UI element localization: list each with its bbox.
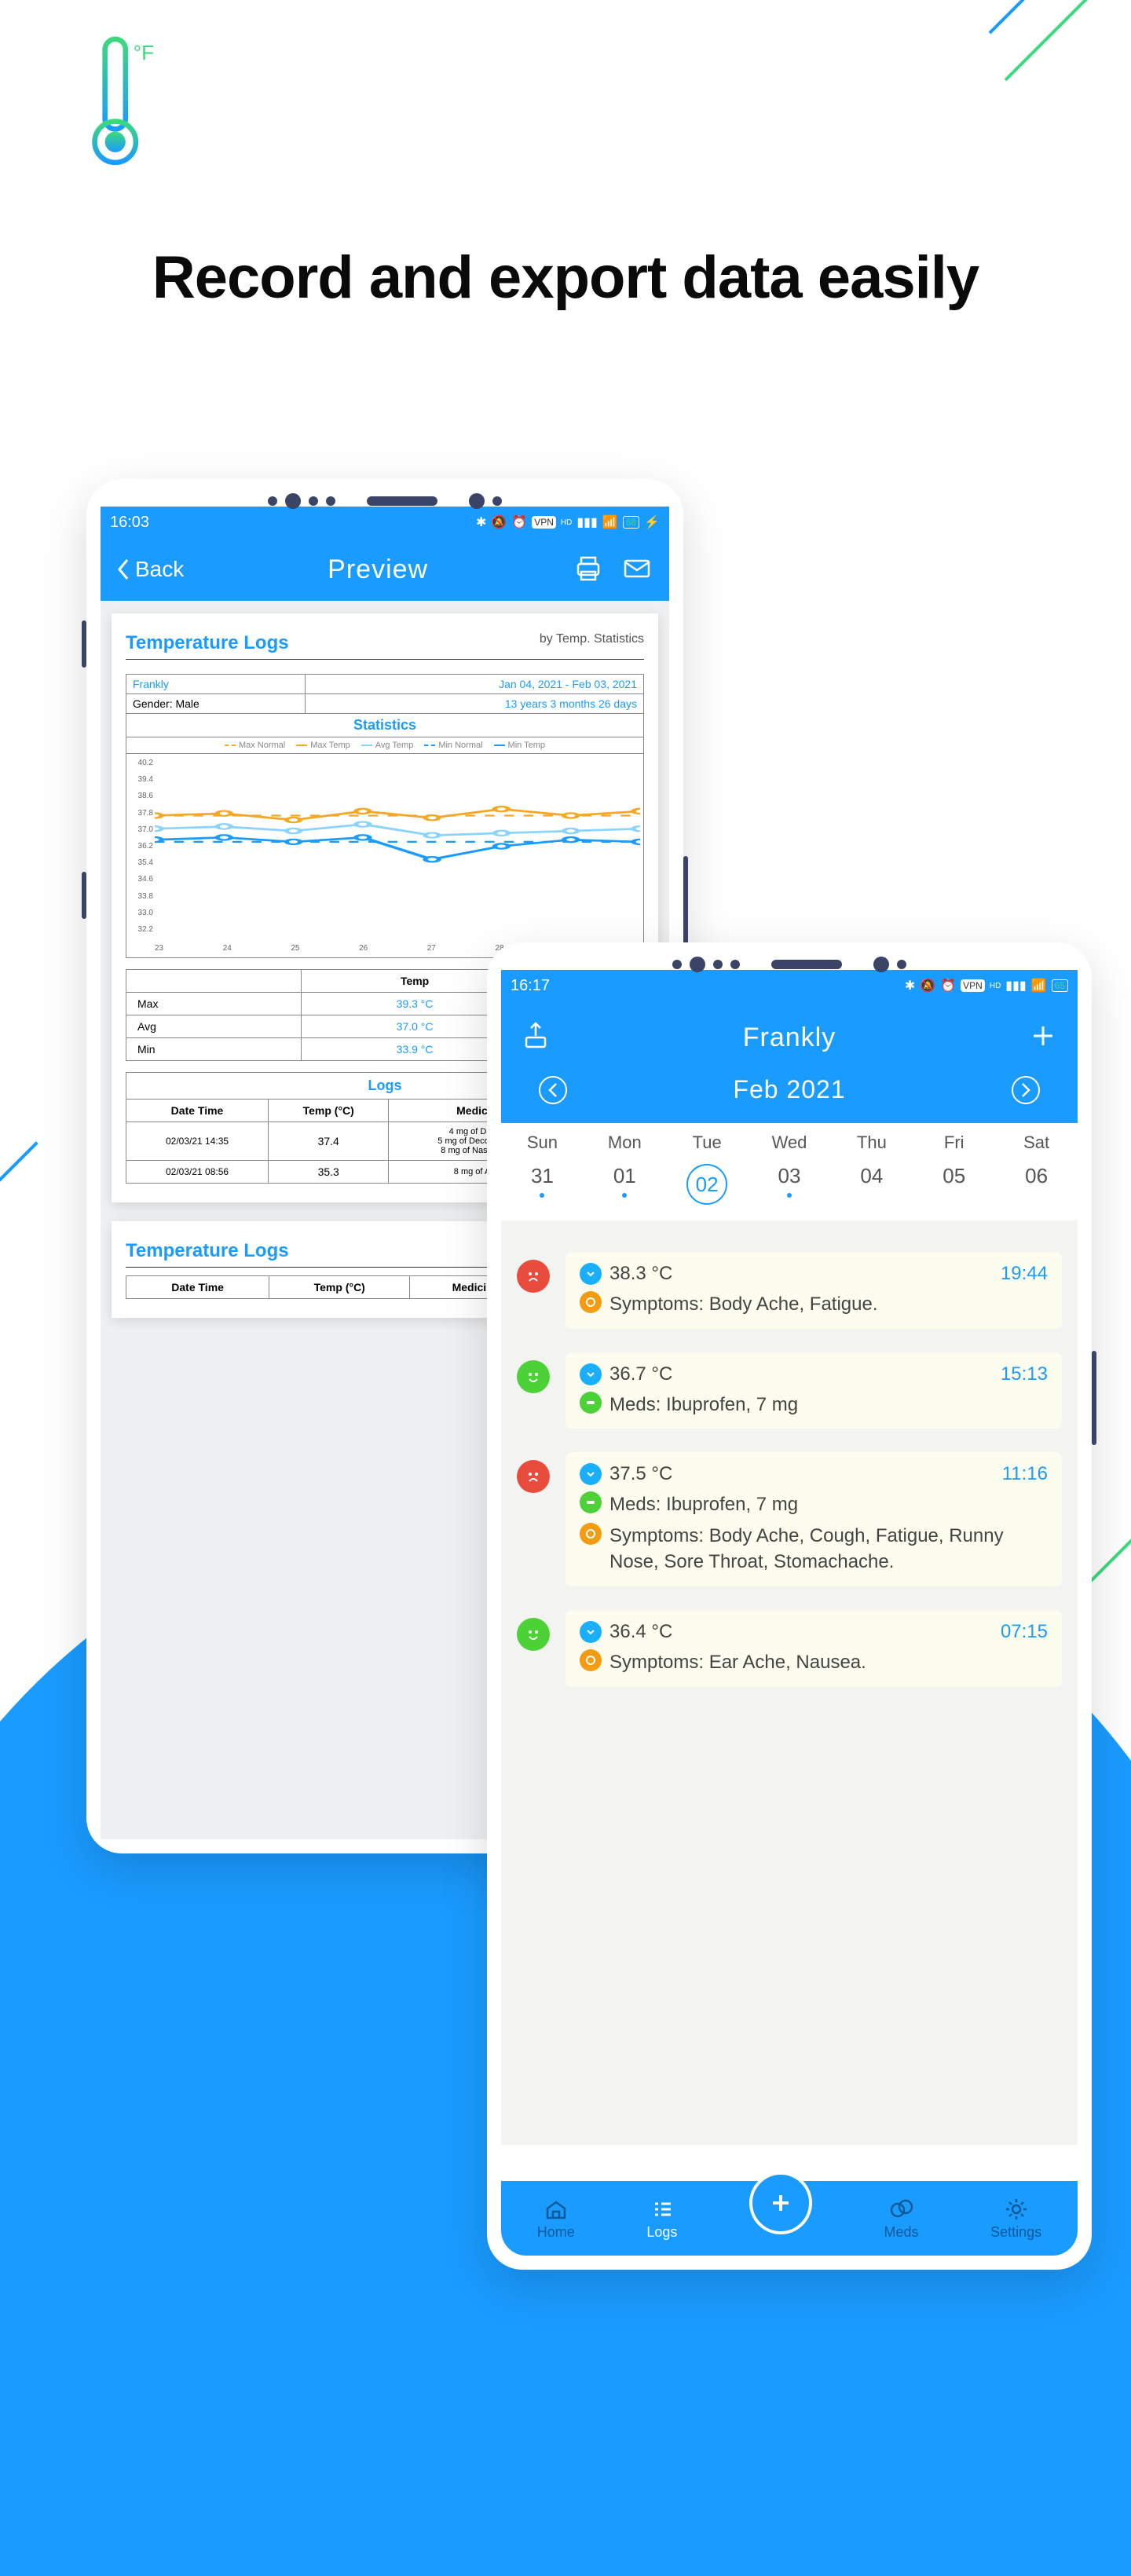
log-card: 36.7 °C15:13Meds: Ibuprofen, 7 mg [566,1352,1062,1429]
status-time: 16:03 [110,514,149,532]
log-entry[interactable]: 37.5 °C11:16Meds: Ibuprofen, 7 mgSymptom… [517,1452,1062,1586]
add-icon[interactable] [1027,1020,1059,1056]
temp-icon [580,1463,602,1485]
day-column[interactable]: Sun31 [501,1132,584,1205]
decor-line-blue-mid [0,1141,38,1243]
month-label: Feb 2021 [733,1075,845,1104]
doc-subtitle: by Temp. Statistics [540,632,644,646]
sad-mood-icon [517,1460,550,1493]
decor-line-green-top [1005,0,1118,81]
next-month-button[interactable] [1012,1076,1040,1104]
tab-meds[interactable]: Meds [884,2196,919,2241]
phone-logs-mockup: 16:17 ✱🔕⏰ VPNHD ▮▮▮📶 65 Frankly Feb 2021 [487,942,1092,2270]
header-title: Preview [328,554,428,585]
day-column[interactable]: Sat06 [995,1132,1078,1205]
doc-title: Temperature Logs by Temp. Statistics [126,632,644,660]
status-bar: 16:03 ✱🔕⏰ VPNHD ▮▮▮📶 68⚡ [101,507,669,538]
temperature-chart: 40.239.438.637.837.036.235.434.633.833.0… [126,754,644,958]
status-icons: ✱🔕⏰ VPNHD ▮▮▮📶 68⚡ [476,514,660,530]
tab-bar: Home Logs Meds Settings [501,2181,1078,2256]
temp-icon [580,1621,602,1643]
med-icon [580,1392,602,1414]
preview-header: Back Preview [101,538,669,601]
status-time: 16:17 [511,977,550,995]
back-button[interactable]: Back [116,557,184,582]
happy-mood-icon [517,1618,550,1651]
month-navigation: Feb 2021 [520,1061,1059,1123]
day-column[interactable]: Thu04 [830,1132,913,1205]
stats-header: Statistics [126,714,644,737]
svg-text:°F: °F [134,41,154,64]
log-card: 36.4 °C07:15Symptoms: Ear Ache, Nausea. [566,1610,1062,1687]
decor-line-blue-top [989,0,1102,34]
sym-icon [580,1523,602,1545]
tab-home[interactable]: Home [537,2196,575,2241]
log-card: 38.3 °C19:44Symptoms: Body Ache, Fatigue… [566,1252,1062,1329]
sad-mood-icon [517,1260,550,1293]
thermometer-logo: °F [79,31,157,173]
user-name: Frankly [743,1023,836,1053]
prev-month-button[interactable] [539,1076,567,1104]
log-card: 37.5 °C11:16Meds: Ibuprofen, 7 mgSymptom… [566,1452,1062,1586]
temp-icon [580,1363,602,1385]
hero-title: Record and export data easily [0,243,1131,312]
tab-logs[interactable]: Logs [646,2196,677,2241]
week-calendar: Sun31Mon01Tue02Wed03Thu04Fri05Sat06 [501,1123,1078,1220]
sym-icon [580,1649,602,1671]
sym-icon [580,1291,602,1313]
log-entry[interactable]: 36.7 °C15:13Meds: Ibuprofen, 7 mg [517,1352,1062,1429]
status-icons: ✱🔕⏰ VPNHD ▮▮▮📶 65 [905,978,1068,993]
log-entry[interactable]: 38.3 °C19:44Symptoms: Body Ache, Fatigue… [517,1252,1062,1329]
status-bar: 16:17 ✱🔕⏰ VPNHD ▮▮▮📶 65 [501,970,1078,1001]
print-icon[interactable] [572,551,605,588]
happy-mood-icon [517,1360,550,1393]
temp-icon [580,1263,602,1285]
tab-settings[interactable]: Settings [990,2196,1041,2241]
day-column[interactable]: Fri05 [913,1132,995,1205]
med-icon [580,1491,602,1513]
day-column[interactable]: Mon01 [584,1132,666,1205]
mail-icon[interactable] [620,551,653,588]
logs-timeline: 38.3 °C19:44Symptoms: Body Ache, Fatigue… [501,1220,1078,2145]
log-entry[interactable]: 36.4 °C07:15Symptoms: Ear Ache, Nausea. [517,1610,1062,1687]
export-icon[interactable] [520,1020,551,1056]
chart-legend: Max NormalMax TempAvg TempMin NormalMin … [126,737,644,754]
day-column[interactable]: Tue02 [666,1132,749,1205]
add-entry-button[interactable] [749,2172,812,2234]
logs-header: Frankly Feb 2021 [501,1001,1078,1123]
patient-info-table: FranklyJan 04, 2021 - Feb 03, 2021 Gende… [126,674,644,714]
day-column[interactable]: Wed03 [749,1132,831,1205]
